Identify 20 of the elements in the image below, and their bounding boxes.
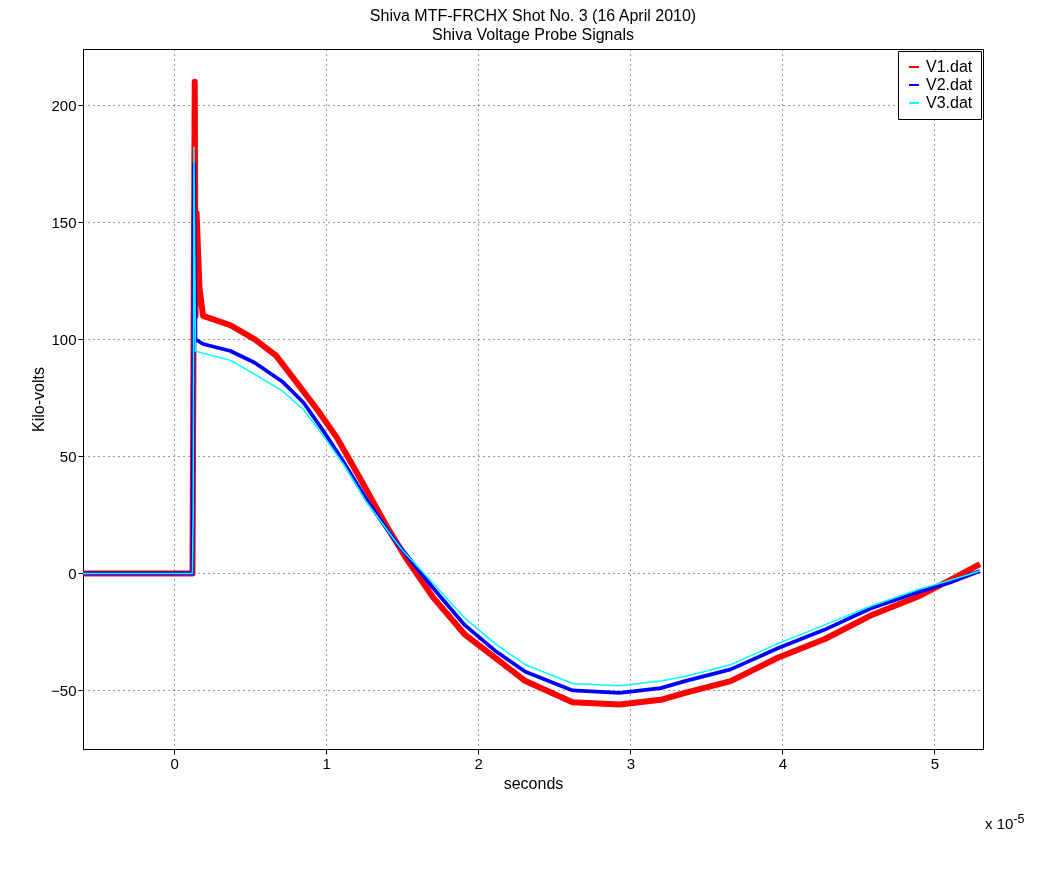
x-tick-label: 0 bbox=[170, 754, 179, 772]
x-tick-label: 4 bbox=[778, 754, 787, 772]
chart-title: Shiva MTF-FRCHX Shot No. 3 (16 April 2010) bbox=[369, 7, 697, 24]
x-tick-label: 2 bbox=[474, 754, 483, 772]
legend-label: V3.dat bbox=[926, 94, 973, 111]
x-tick-label: 1 bbox=[322, 754, 331, 772]
text: x 10$^{-5}$ bbox=[985, 812, 1025, 832]
y-tick-label: −50 bbox=[51, 681, 77, 699]
y-tick-label: 0 bbox=[68, 564, 77, 582]
chart-subtitle: Shiva Voltage Probe Signals bbox=[432, 26, 634, 43]
y-tick-label: 200 bbox=[51, 96, 77, 114]
y-tick-label: 100 bbox=[51, 330, 77, 348]
x-tick-label: 5 bbox=[930, 754, 940, 772]
legend-label: V1.dat bbox=[926, 58, 973, 75]
x-axis-title: seconds bbox=[503, 774, 564, 792]
legend-label: V2.dat bbox=[926, 76, 973, 93]
x-tick-label: 3 bbox=[626, 754, 635, 772]
y-tick-label: 150 bbox=[51, 213, 77, 231]
y-axis-title: Kilo-volts bbox=[30, 367, 48, 432]
y-tick-label: 50 bbox=[59, 447, 77, 465]
